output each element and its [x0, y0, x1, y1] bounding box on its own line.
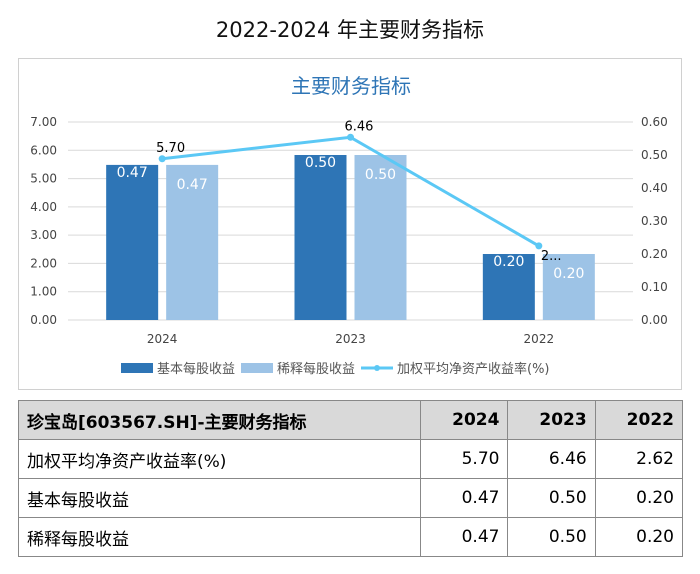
table-row: 基本每股收益 0.47 0.50 0.20: [17, 478, 684, 518]
legend-label: 稀释每股收益: [277, 361, 355, 377]
page-title: 2022-2024 年主要财务指标: [215, 18, 485, 42]
data-label: 6.46: [345, 119, 374, 134]
table-cell: 0.50: [507, 517, 596, 557]
table-cell: 0.50: [507, 478, 596, 518]
line-point: [347, 133, 354, 141]
x-axis-tick: 2023: [335, 332, 366, 346]
table-row: 加权平均净资产收益率(%) 5.70 6.46 2.62: [17, 439, 684, 479]
table-header: 2024: [420, 400, 509, 440]
table-cell: 0.47: [420, 517, 509, 557]
right-axis-tick: 0.10: [641, 280, 668, 294]
left-axis-tick: 6.00: [30, 143, 57, 157]
x-axis-tick: 2022: [524, 332, 555, 346]
data-label: 0.20: [493, 254, 524, 270]
legend-label: 基本每股收益: [157, 361, 235, 377]
table-cell: 6.46: [507, 439, 596, 479]
right-axis-tick: 0.30: [641, 214, 668, 228]
table-header: 2022: [594, 400, 684, 440]
left-axis-tick: 3.00: [30, 228, 57, 242]
data-label: 0.50: [365, 167, 396, 183]
left-axis-tick: 1.00: [30, 285, 57, 299]
bar-basic-eps: [482, 254, 535, 320]
bar-diluted-eps: [542, 254, 595, 320]
table-row: 稀释每股收益 0.47 0.50 0.20: [17, 517, 684, 557]
left-axis-tick: 2.00: [30, 256, 57, 270]
table-cell: 加权平均净资产收益率(%): [17, 439, 422, 479]
financial-table: 珍宝岛[603567.SH]-主要财务指标 2024 2023 2022 加权平均净资…: [17, 400, 684, 557]
data-label: 2...: [541, 249, 562, 264]
right-axis-tick: 0.50: [641, 148, 668, 162]
left-axis-tick: 7.00: [30, 115, 57, 129]
legend-marker: [374, 365, 380, 371]
table-header: 珍宝岛[603567.SH]-主要财务指标: [17, 400, 422, 440]
left-axis-tick: 0.00: [30, 313, 57, 327]
x-axis-tick: 2024: [147, 332, 178, 346]
table-cell: 稀释每股收益: [17, 517, 422, 557]
legend-label: 加权平均净资产收益率(%): [397, 361, 550, 377]
right-axis-tick: 0.60: [641, 115, 668, 129]
table-cell: 2.62: [594, 439, 684, 479]
right-axis-tick: 0.40: [641, 181, 668, 195]
data-label: 0.50: [305, 155, 336, 171]
table-cell: 5.70: [420, 439, 509, 479]
right-axis-tick: 0.20: [641, 247, 668, 261]
legend-swatch: [121, 363, 153, 373]
table-cell: 0.47: [420, 478, 509, 518]
data-label: 0.47: [177, 177, 208, 193]
right-axis-tick: 0.00: [641, 313, 668, 327]
data-label: 0.47: [117, 165, 148, 181]
legend-swatch: [241, 363, 273, 373]
data-label: 5.70: [156, 141, 185, 156]
line-roe: [161, 135, 540, 248]
data-label: 0.20: [553, 266, 584, 282]
chart-container: 主要财务指标 0.00 1.00 2.00 3.00 4.00 5.00 6.00 7.00 0.…: [18, 58, 682, 390]
bar-diluted-eps: [354, 155, 407, 320]
bar-basic-eps: [106, 164, 159, 320]
chart: 主要财务指标 0.00 1.00 2.00 3.00 4.00 5.00 6.00 7.00 0.…: [30, 74, 668, 377]
bar-diluted-eps: [166, 164, 219, 320]
table-cell: 基本每股收益: [17, 478, 422, 518]
line-point: [158, 155, 166, 163]
table-cell: 0.20: [594, 478, 684, 518]
left-axis-tick: 4.00: [30, 200, 57, 214]
left-axis-tick: 5.00: [30, 172, 57, 186]
table-cell: 0.20: [594, 517, 684, 557]
line-point: [535, 242, 543, 250]
chart-title: 主要财务指标: [291, 74, 411, 98]
bar-basic-eps: [294, 155, 347, 320]
table-header: 2023: [507, 400, 596, 440]
